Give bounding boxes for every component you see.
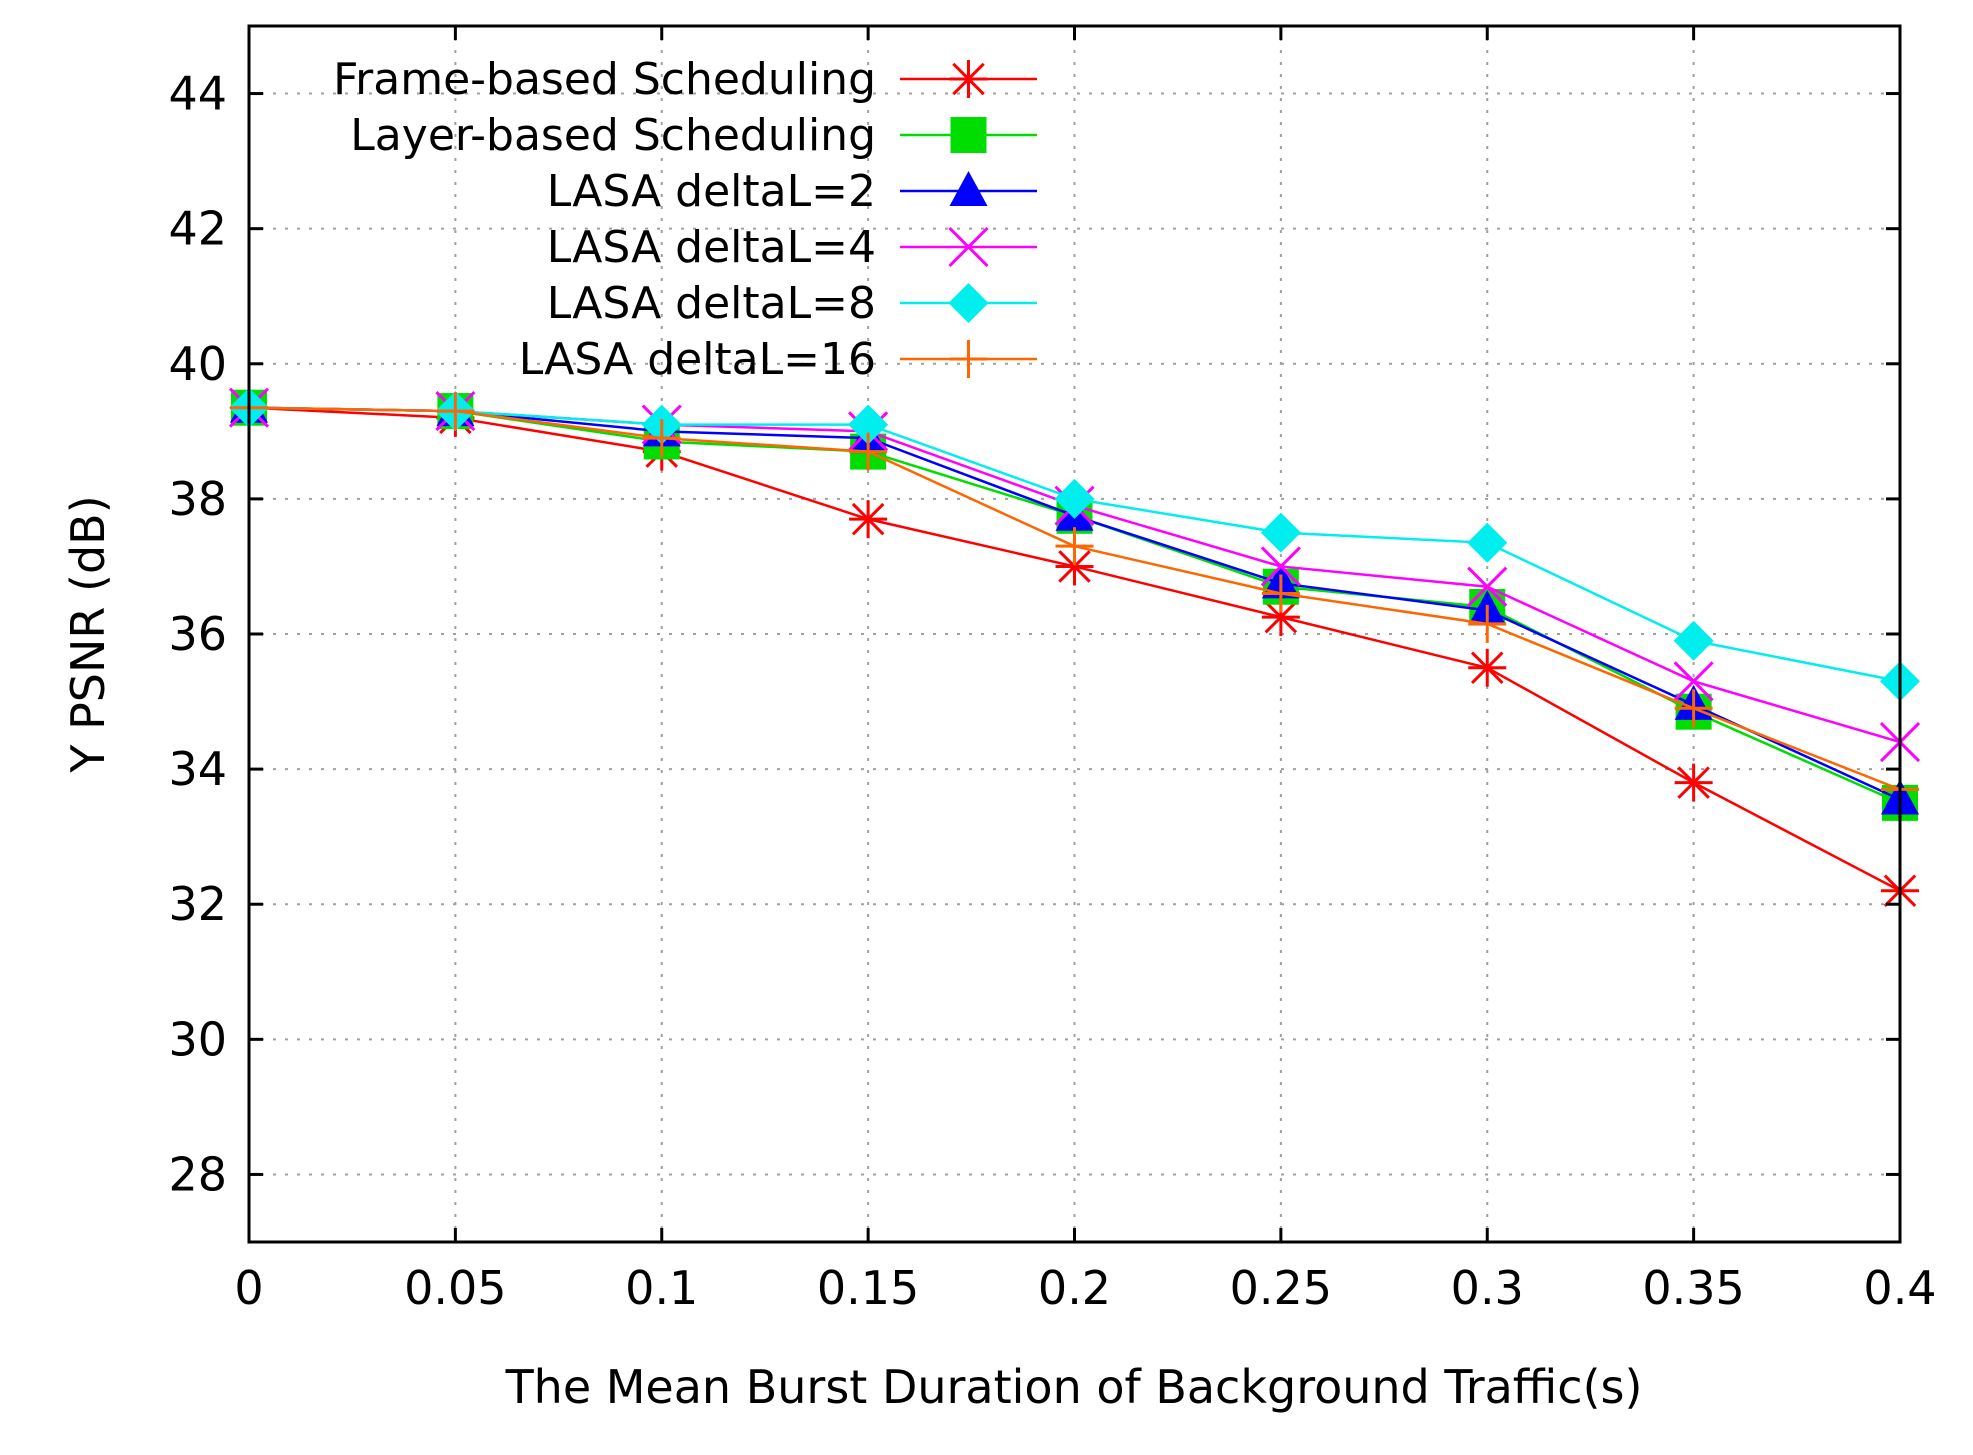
data-point <box>1261 574 1300 613</box>
legend-item: Layer-based Scheduling <box>350 110 1037 161</box>
legend-item: Frame-based Scheduling <box>333 54 1037 105</box>
data-point <box>1260 512 1301 553</box>
legend-item: LASA deltaL=4 <box>547 222 1037 273</box>
data-point <box>1468 648 1507 687</box>
legend-marker <box>949 60 988 98</box>
x-tick-label: 0.15 <box>817 1261 919 1315</box>
legend-item: LASA deltaL=16 <box>519 334 1037 385</box>
series-lasa-deltal-16 <box>230 388 1919 809</box>
data-point <box>1467 522 1508 563</box>
legend-label: LASA deltaL=4 <box>547 222 876 273</box>
x-axis-title: The Mean Burst Duration of Background Tr… <box>505 1360 1643 1414</box>
x-tick-label: 0.1 <box>625 1261 698 1315</box>
x-tick-label: 0.05 <box>404 1261 506 1315</box>
data-point <box>1468 604 1507 643</box>
y-tick-label: 36 <box>168 607 227 661</box>
x-tick-label: 0 <box>234 1261 263 1315</box>
data-point <box>642 419 681 458</box>
y-tick-label: 28 <box>168 1147 227 1201</box>
legend-label: LASA deltaL=16 <box>519 334 876 385</box>
data-point <box>1055 527 1094 566</box>
y-tick-label: 44 <box>168 67 227 121</box>
grid-lines <box>249 26 1900 1242</box>
series-lasa-deltal-8 <box>229 387 1920 702</box>
legend-label: LASA deltaL=2 <box>547 166 876 217</box>
series-layer <box>228 387 1921 910</box>
legend-marker <box>948 283 989 323</box>
legend-item: LASA deltaL=8 <box>547 278 1037 329</box>
data-point <box>1467 566 1508 607</box>
x-tick-label: 0.3 <box>1451 1261 1524 1315</box>
legend-label: Frame-based Scheduling <box>333 54 876 105</box>
legend-marker <box>948 226 989 268</box>
data-point <box>849 432 888 471</box>
data-point <box>849 500 888 539</box>
legend-marker <box>949 340 988 378</box>
data-point <box>1261 598 1300 637</box>
legend-marker <box>950 117 987 153</box>
y-tick-label: 34 <box>168 742 227 796</box>
y-tick-label: 40 <box>168 337 227 391</box>
series-layer-based-scheduling <box>231 389 1918 821</box>
series-line <box>248 406 1901 791</box>
x-tick-label: 0.4 <box>1863 1261 1936 1315</box>
x-tick-label: 0.25 <box>1230 1261 1332 1315</box>
legend-label: Layer-based Scheduling <box>350 110 876 161</box>
series-lasa-deltal-2 <box>230 387 1919 815</box>
legend-label: LASA deltaL=8 <box>547 278 876 329</box>
data-point <box>1260 546 1301 587</box>
series-line <box>248 406 1901 805</box>
legend-marker <box>949 171 988 206</box>
data-point <box>436 392 475 431</box>
x-tick-label: 0.35 <box>1642 1261 1744 1315</box>
data-point <box>1673 620 1714 661</box>
x-tick-label: 0.2 <box>1038 1261 1111 1315</box>
y-tick-label: 32 <box>168 877 227 931</box>
data-point <box>1054 478 1095 519</box>
y-tick-label: 30 <box>168 1012 227 1066</box>
y-tick-label: 42 <box>168 202 227 256</box>
axis-ticks: 0 0.05 0.1 0.15 0.2 0.25 0.3 0.35 0.4 28 30 32 34 36 3… <box>168 26 1937 1315</box>
data-point <box>848 404 889 445</box>
data-point <box>1674 689 1713 728</box>
data-point <box>1674 763 1713 802</box>
y-tick-label: 38 <box>168 472 227 526</box>
y-axis-title: Y PSNR (dB) <box>61 495 115 773</box>
data-point <box>1673 661 1714 702</box>
legend-item: LASA deltaL=2 <box>547 166 1037 217</box>
